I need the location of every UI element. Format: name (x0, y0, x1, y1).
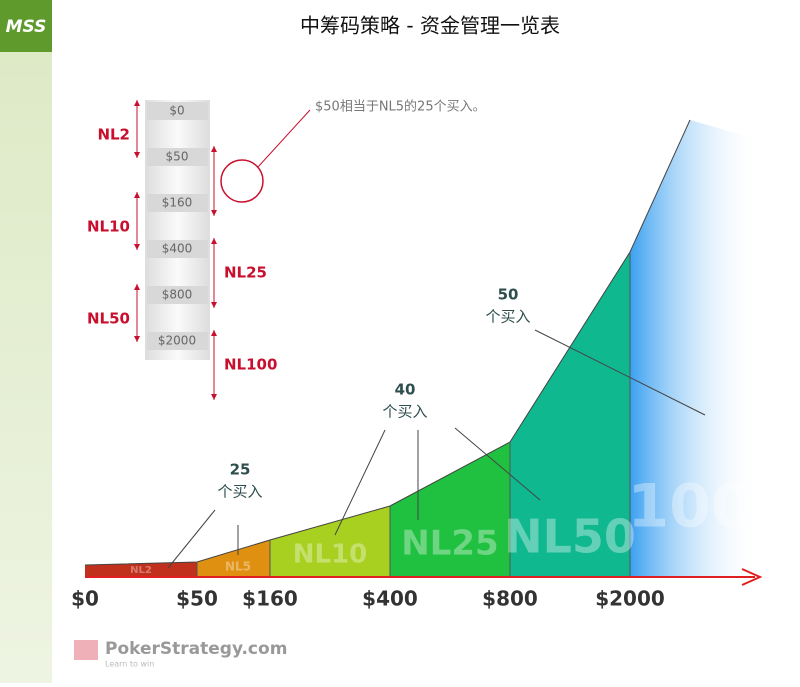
stack-cell (147, 194, 208, 212)
segment-label: NL2 (130, 565, 152, 576)
arrow-head (134, 244, 140, 250)
limit-left: NL2 (97, 126, 130, 144)
callout-number: 50 (498, 286, 519, 304)
arrow-head (211, 394, 217, 400)
area (84, 119, 760, 577)
arrow-head (211, 146, 217, 152)
x-label: $800 (482, 587, 538, 611)
stack-label: $160 (162, 196, 193, 210)
footer-tagline: Learn to win (105, 660, 154, 669)
annotation: $50相当于NL5的25个买入。 (315, 99, 486, 115)
limit-right: NL25 (224, 264, 267, 282)
callout-number: 40 (395, 381, 416, 399)
stack-label: $50 (166, 150, 189, 164)
x-label: $2000 (595, 587, 665, 611)
x-label: $400 (362, 587, 418, 611)
segment-label: NL50 (504, 510, 636, 564)
stack-label: $400 (162, 242, 193, 256)
arrow-head (134, 100, 140, 106)
x-label: $50 (176, 587, 218, 611)
limit-left: NL10 (87, 218, 130, 236)
stack-cell (147, 240, 208, 258)
stack-cell (147, 102, 208, 120)
logo: MSS (6, 17, 47, 37)
footer-brand: PokerStrategy.com (105, 639, 287, 659)
segment-label: NL25 (401, 524, 498, 564)
stack-cell (147, 148, 208, 166)
x-label: $0 (71, 587, 99, 611)
x-label: $160 (242, 587, 298, 611)
limit-left: NL50 (87, 310, 130, 328)
callout-lines (167, 329, 706, 569)
segment-label: 100 (627, 472, 752, 542)
callout-text: 个买入 (485, 308, 530, 326)
highlight-circle (220, 159, 264, 203)
footer-icon (74, 640, 98, 660)
arrow-head (211, 302, 217, 308)
arrow-head (211, 238, 217, 244)
stack-column (145, 100, 210, 360)
stack-cell (147, 332, 208, 350)
logo-box (0, 0, 52, 52)
stack-label: $2000 (158, 334, 196, 348)
segment-label: NL10 (293, 540, 368, 570)
arrow-head (211, 330, 217, 336)
arrow-head (211, 210, 217, 216)
arrow-head (134, 152, 140, 158)
title: 中筹码策略 - 资金管理一览表 (300, 14, 560, 38)
arrow-head (134, 284, 140, 290)
stack-label: $800 (162, 288, 193, 302)
arrow-head (134, 336, 140, 342)
stack-cell (147, 286, 208, 304)
segment-label: NL5 (225, 560, 251, 574)
callout-text: 个买入 (217, 483, 262, 501)
annotation-line (257, 109, 311, 168)
limit-right: NL100 (224, 356, 277, 374)
stack-label: $0 (169, 104, 184, 118)
axis-arrow (741, 568, 763, 586)
arrow-head (134, 192, 140, 198)
callout-number: 25 (230, 461, 251, 479)
side-strip (0, 0, 52, 683)
callout-text: 个买入 (382, 403, 427, 421)
